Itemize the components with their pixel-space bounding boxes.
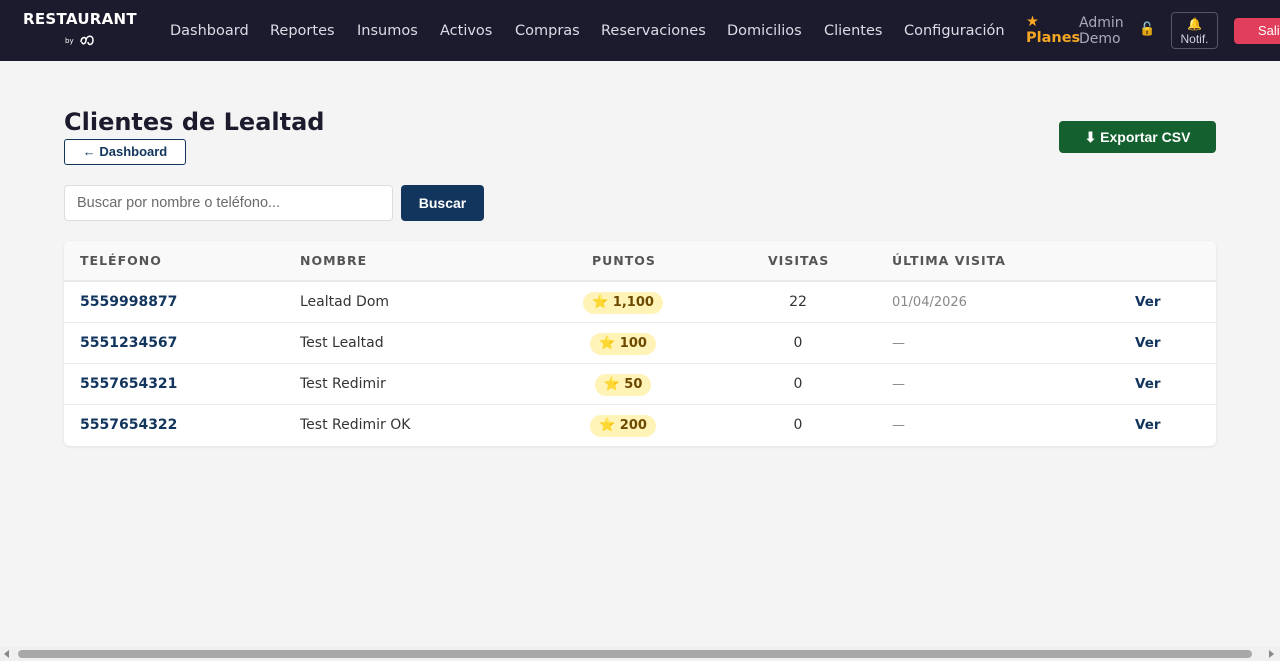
scroll-left-arrow-icon[interactable] bbox=[4, 650, 9, 658]
search-button[interactable]: Buscar bbox=[401, 185, 484, 221]
points-cell: ⭐ 200 bbox=[523, 414, 723, 437]
brand-byline: by bbox=[65, 33, 96, 49]
loyalty-clients-table: TELÉFONO NOMBRE PUNTOS VISITAS ÚLTIMA VI… bbox=[64, 241, 1216, 446]
client-phone[interactable]: 5551234567 bbox=[80, 335, 178, 351]
nav-item-reportes[interactable]: Reportes bbox=[270, 23, 335, 39]
points-badge: ⭐ 1,100 bbox=[583, 292, 663, 314]
nav-item-domicilios[interactable]: Domicilios bbox=[727, 23, 802, 39]
scroll-right-arrow-icon[interactable] bbox=[1269, 650, 1274, 658]
brand-by-text: by bbox=[65, 37, 74, 45]
points-cell: ⭐ 50 bbox=[523, 373, 723, 396]
user-name-line2: Demo bbox=[1079, 31, 1121, 47]
view-client-link[interactable]: Ver bbox=[1135, 335, 1161, 351]
client-phone[interactable]: 5557654322 bbox=[80, 417, 178, 433]
search-input[interactable] bbox=[64, 185, 393, 221]
table-row: 5557654322 Test Redimir OK ⭐ 200 0 — Ver bbox=[64, 405, 1216, 446]
brand-logo[interactable]: RESTAURANT by bbox=[23, 10, 141, 52]
view-client-link[interactable]: Ver bbox=[1135, 294, 1161, 310]
table-row: 5559998877 Lealtad Dom ⭐ 1,100 22 01/04/… bbox=[64, 282, 1216, 323]
header-visits: VISITAS bbox=[768, 253, 830, 268]
header-last-visit: ÚLTIMA VISITA bbox=[892, 253, 1006, 268]
brand-mark-icon bbox=[79, 35, 94, 46]
notifications-label: Notif. bbox=[1180, 32, 1209, 46]
client-visits: 0 bbox=[793, 376, 803, 392]
user-name: Admin Demo bbox=[1079, 15, 1124, 47]
star-icon: ★ bbox=[1026, 14, 1039, 30]
header-name: NOMBRE bbox=[300, 253, 368, 268]
client-visits: 0 bbox=[793, 335, 803, 351]
view-client-link[interactable]: Ver bbox=[1135, 376, 1161, 392]
points-cell: ⭐ 1,100 bbox=[523, 291, 723, 314]
lock-icon[interactable]: 🔓 bbox=[1139, 22, 1156, 37]
nav-item-insumos[interactable]: Insumos bbox=[357, 23, 418, 39]
client-visits: 22 bbox=[789, 294, 807, 310]
planes-link[interactable]: ★ Planes bbox=[1026, 14, 1080, 46]
client-last-visit: — bbox=[892, 418, 905, 433]
top-navbar: RESTAURANT by Dashboard Reportes Insumos… bbox=[0, 0, 1280, 61]
scrollbar-thumb[interactable] bbox=[18, 650, 1252, 658]
points-badge: ⭐ 200 bbox=[590, 415, 656, 437]
planes-label: Planes bbox=[1026, 30, 1081, 46]
horizontal-scrollbar[interactable] bbox=[0, 647, 1280, 661]
client-name: Test Redimir OK bbox=[300, 417, 411, 433]
client-phone[interactable]: 5557654321 bbox=[80, 376, 178, 392]
brand-name: RESTAURANT bbox=[23, 10, 137, 28]
points-badge: ⭐ 50 bbox=[594, 374, 652, 396]
page-title: Clientes de Lealtad bbox=[64, 108, 325, 136]
back-to-dashboard-button[interactable]: ← Dashboard bbox=[64, 139, 186, 165]
nav-item-activos[interactable]: Activos bbox=[440, 23, 493, 39]
client-visits: 0 bbox=[793, 417, 803, 433]
header-phone: TELÉFONO bbox=[80, 253, 162, 268]
client-name: Test Redimir bbox=[300, 376, 386, 392]
user-name-line1: Admin bbox=[1079, 15, 1124, 31]
nav-item-clientes[interactable]: Clientes bbox=[824, 23, 883, 39]
header-points: PUNTOS bbox=[592, 253, 656, 268]
notifications-button[interactable]: 🔔 Notif. bbox=[1171, 12, 1218, 49]
client-last-visit: — bbox=[892, 336, 905, 351]
table-header: TELÉFONO NOMBRE PUNTOS VISITAS ÚLTIMA VI… bbox=[64, 241, 1216, 282]
client-last-visit: — bbox=[892, 377, 905, 392]
points-cell: ⭐ 100 bbox=[523, 332, 723, 355]
view-client-link[interactable]: Ver bbox=[1135, 417, 1161, 433]
client-last-visit: 01/04/2026 bbox=[892, 295, 967, 310]
bell-icon: 🔔 bbox=[1187, 17, 1202, 31]
nav-item-configuracion[interactable]: Configuración bbox=[904, 23, 1005, 39]
table-row: 5557654321 Test Redimir ⭐ 50 0 — Ver bbox=[64, 364, 1216, 405]
table-row: 5551234567 Test Lealtad ⭐ 100 0 — Ver bbox=[64, 323, 1216, 364]
nav-item-dashboard[interactable]: Dashboard bbox=[170, 23, 249, 39]
logout-button[interactable]: Salir bbox=[1234, 18, 1280, 44]
client-name: Lealtad Dom bbox=[300, 294, 390, 310]
nav-item-compras[interactable]: Compras bbox=[515, 23, 580, 39]
client-phone[interactable]: 5559998877 bbox=[80, 294, 178, 310]
nav-item-reservaciones[interactable]: Reservaciones bbox=[601, 23, 706, 39]
client-name: Test Lealtad bbox=[300, 335, 384, 351]
points-badge: ⭐ 100 bbox=[590, 333, 656, 355]
export-csv-button[interactable]: ⬇ Exportar CSV bbox=[1059, 121, 1216, 153]
